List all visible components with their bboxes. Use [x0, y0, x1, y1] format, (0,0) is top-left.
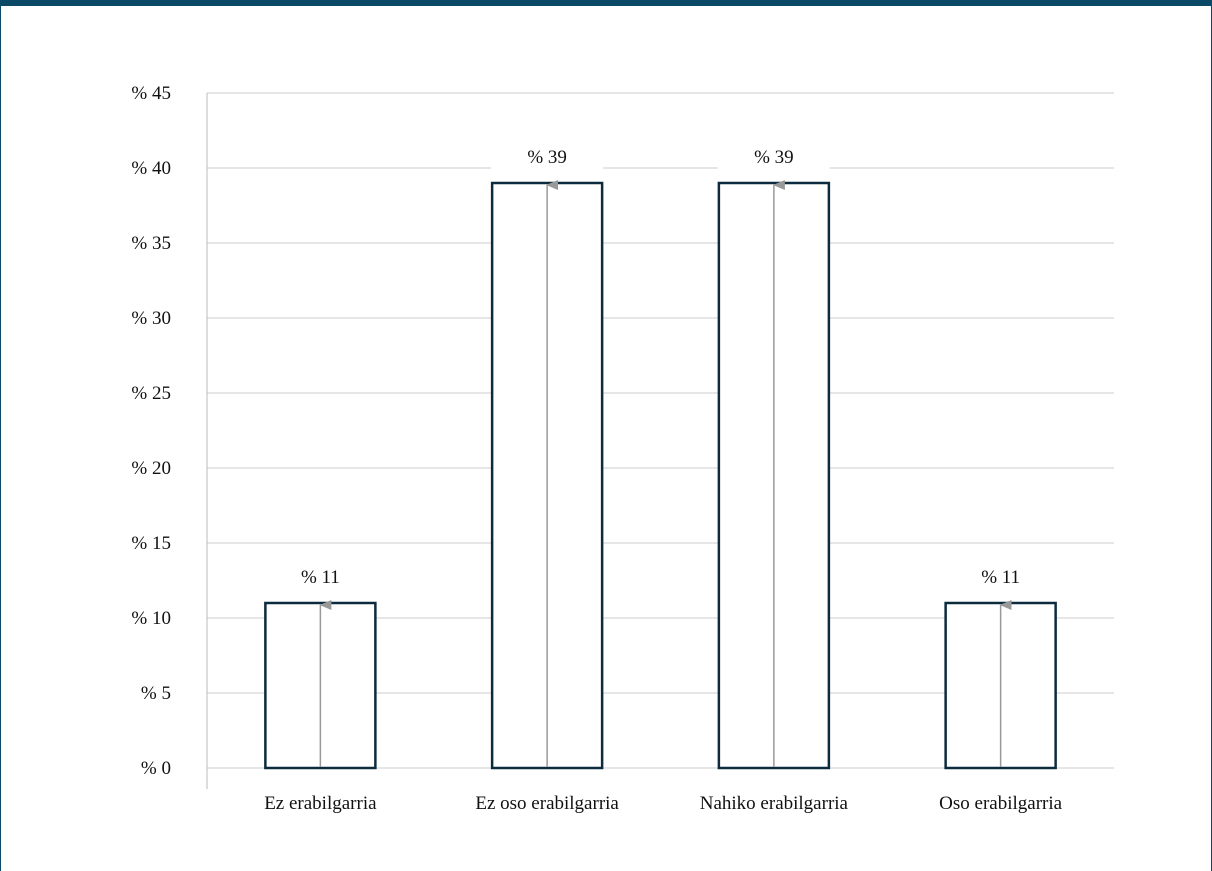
y-tick-label: % 5 — [141, 683, 171, 704]
data-label: % 11 — [981, 567, 1020, 588]
y-tick-label: % 35 — [131, 233, 171, 254]
y-tick-label: % 20 — [131, 458, 171, 479]
category-labels: Ez erabilgarria Ez oso erabilgarria Nahiko… — [264, 793, 1062, 814]
data-label: % 39 — [754, 147, 794, 168]
y-tick-label: % 25 — [131, 383, 171, 404]
data-label-background — [491, 138, 604, 170]
bars — [264, 138, 1057, 770]
x-category-label: Oso erabilgarria — [939, 793, 1062, 814]
x-category-label: Nahiko erabilgarria — [700, 793, 849, 814]
data-label: % 11 — [301, 567, 340, 588]
data-label-background — [944, 558, 1057, 590]
y-tick-label: % 10 — [131, 608, 171, 629]
x-category-label: Ez erabilgarria — [264, 793, 377, 814]
top-accent-bar — [0, 0, 1212, 6]
x-category-label: Ez oso erabilgarria — [475, 793, 619, 814]
y-tick-label: % 0 — [141, 758, 171, 779]
y-tick-labels: % 0 % 5 % 10 % 15 % 20 % 25 % 30 % 35 % 40 % 45 — [131, 83, 171, 779]
data-label-background — [264, 558, 377, 590]
y-tick-label: % 40 — [131, 158, 171, 179]
y-tick-label: % 30 — [131, 308, 171, 329]
data-label: % 39 — [527, 147, 567, 168]
y-tick-label: % 15 — [131, 533, 171, 554]
data-label-background — [717, 138, 830, 170]
data-labels: % 11 % 39 % 39 % 11 — [301, 147, 1020, 588]
y-tick-label: % 45 — [131, 83, 171, 104]
